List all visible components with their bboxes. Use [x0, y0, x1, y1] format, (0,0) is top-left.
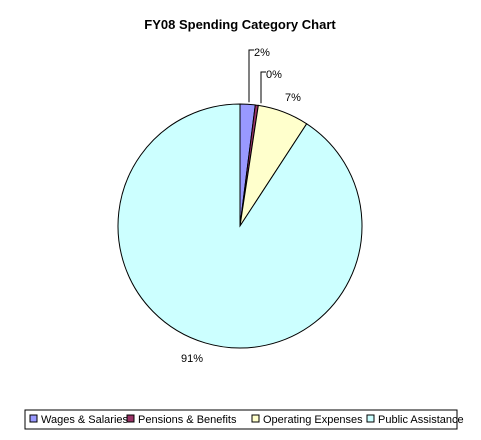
leader-lines — [248, 49, 266, 104]
legend-swatch-0 — [29, 414, 38, 423]
pie-slice-public-assistance — [117, 103, 363, 349]
legend-swatch-2 — [251, 414, 260, 423]
legend-swatch-1 — [126, 414, 135, 423]
pie-slices — [117, 103, 363, 349]
chart-title: FY08 Spending Category Chart — [144, 17, 336, 32]
legend-label-0: Wages & Salaries — [41, 414, 129, 426]
legend-swatch-3 — [366, 414, 375, 423]
slice-label-2: 7% — [285, 92, 301, 104]
leader-line-1 — [260, 71, 266, 104]
slice-labels: 2% 0%7% 91% — [181, 47, 301, 365]
legend-label-2: Operating Expenses — [263, 414, 363, 426]
slice-label-0: 2% — [254, 47, 270, 59]
legend-label-1: Pensions & Benefits — [138, 414, 237, 426]
legend: Wages & Salaries Pensions & Benefits Opera… — [24, 409, 464, 430]
slice-label-1: 0% — [266, 69, 282, 81]
legend-label-3: Public Assistance — [378, 414, 464, 426]
leader-line-0 — [248, 49, 254, 103]
slice-label-3: 91% — [181, 353, 203, 365]
